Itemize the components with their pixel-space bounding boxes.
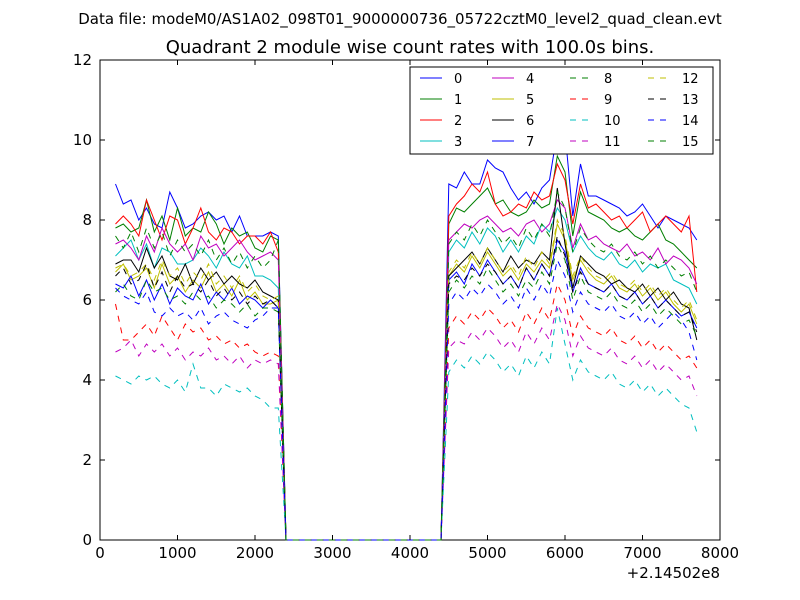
x-tick-label: 2000: [236, 544, 274, 562]
legend-box: [409, 66, 714, 155]
legend-label-1: 1: [454, 93, 462, 108]
legend-label-11: 11: [604, 135, 621, 150]
legend-label-0: 0: [454, 72, 462, 87]
legend-label-7: 7: [526, 135, 534, 150]
series-lines: [115, 131, 698, 541]
legend-label-8: 8: [604, 72, 612, 87]
y-tick-label: 12: [73, 51, 92, 69]
x-tick-label: 0: [95, 544, 105, 562]
x-tick-label: 6000: [546, 544, 584, 562]
x-tick-label: 4000: [391, 544, 429, 562]
x-tick-label: 3000: [313, 544, 351, 562]
axis-ticks: 0 1000 2000 3000 4000 5000 6000 7000 80000246810…: [73, 51, 739, 562]
x-axis-offset-label: +2.14502e8: [627, 564, 720, 582]
legend-label-15: 15: [682, 135, 699, 150]
legend-label-4: 4: [526, 72, 534, 87]
y-tick-label: 4: [82, 371, 92, 389]
x-tick-label: 7000: [623, 544, 661, 562]
x-tick-label: 8000: [701, 544, 739, 562]
legend-label-9: 9: [604, 93, 612, 108]
y-tick-label: 10: [73, 131, 92, 149]
y-tick-label: 2: [82, 451, 92, 469]
chart-title: Quadrant 2 module wise count rates with …: [166, 37, 655, 58]
legend-label-13: 13: [682, 93, 699, 108]
series-line-15: [115, 190, 698, 541]
series-line-12: [115, 218, 698, 541]
y-tick-label: 0: [82, 531, 92, 549]
legend-label-12: 12: [682, 72, 699, 87]
series-line-9: [115, 282, 698, 541]
y-tick-label: 6: [82, 291, 92, 309]
y-tick-label: 8: [82, 211, 92, 229]
legend-label-10: 10: [604, 114, 621, 129]
legend-label-6: 6: [526, 114, 534, 129]
legend-label-14: 14: [682, 114, 699, 129]
legend-label-3: 3: [454, 135, 462, 150]
series-line-11: [115, 302, 698, 541]
x-tick-label: 1000: [158, 544, 196, 562]
series-line-14: [115, 258, 698, 541]
legend-label-5: 5: [526, 93, 534, 108]
x-tick-label: 5000: [468, 544, 506, 562]
data-file-title: Data file: modeM0/AS1A02_098T01_90000007…: [78, 10, 722, 29]
legend-label-2: 2: [454, 114, 462, 129]
